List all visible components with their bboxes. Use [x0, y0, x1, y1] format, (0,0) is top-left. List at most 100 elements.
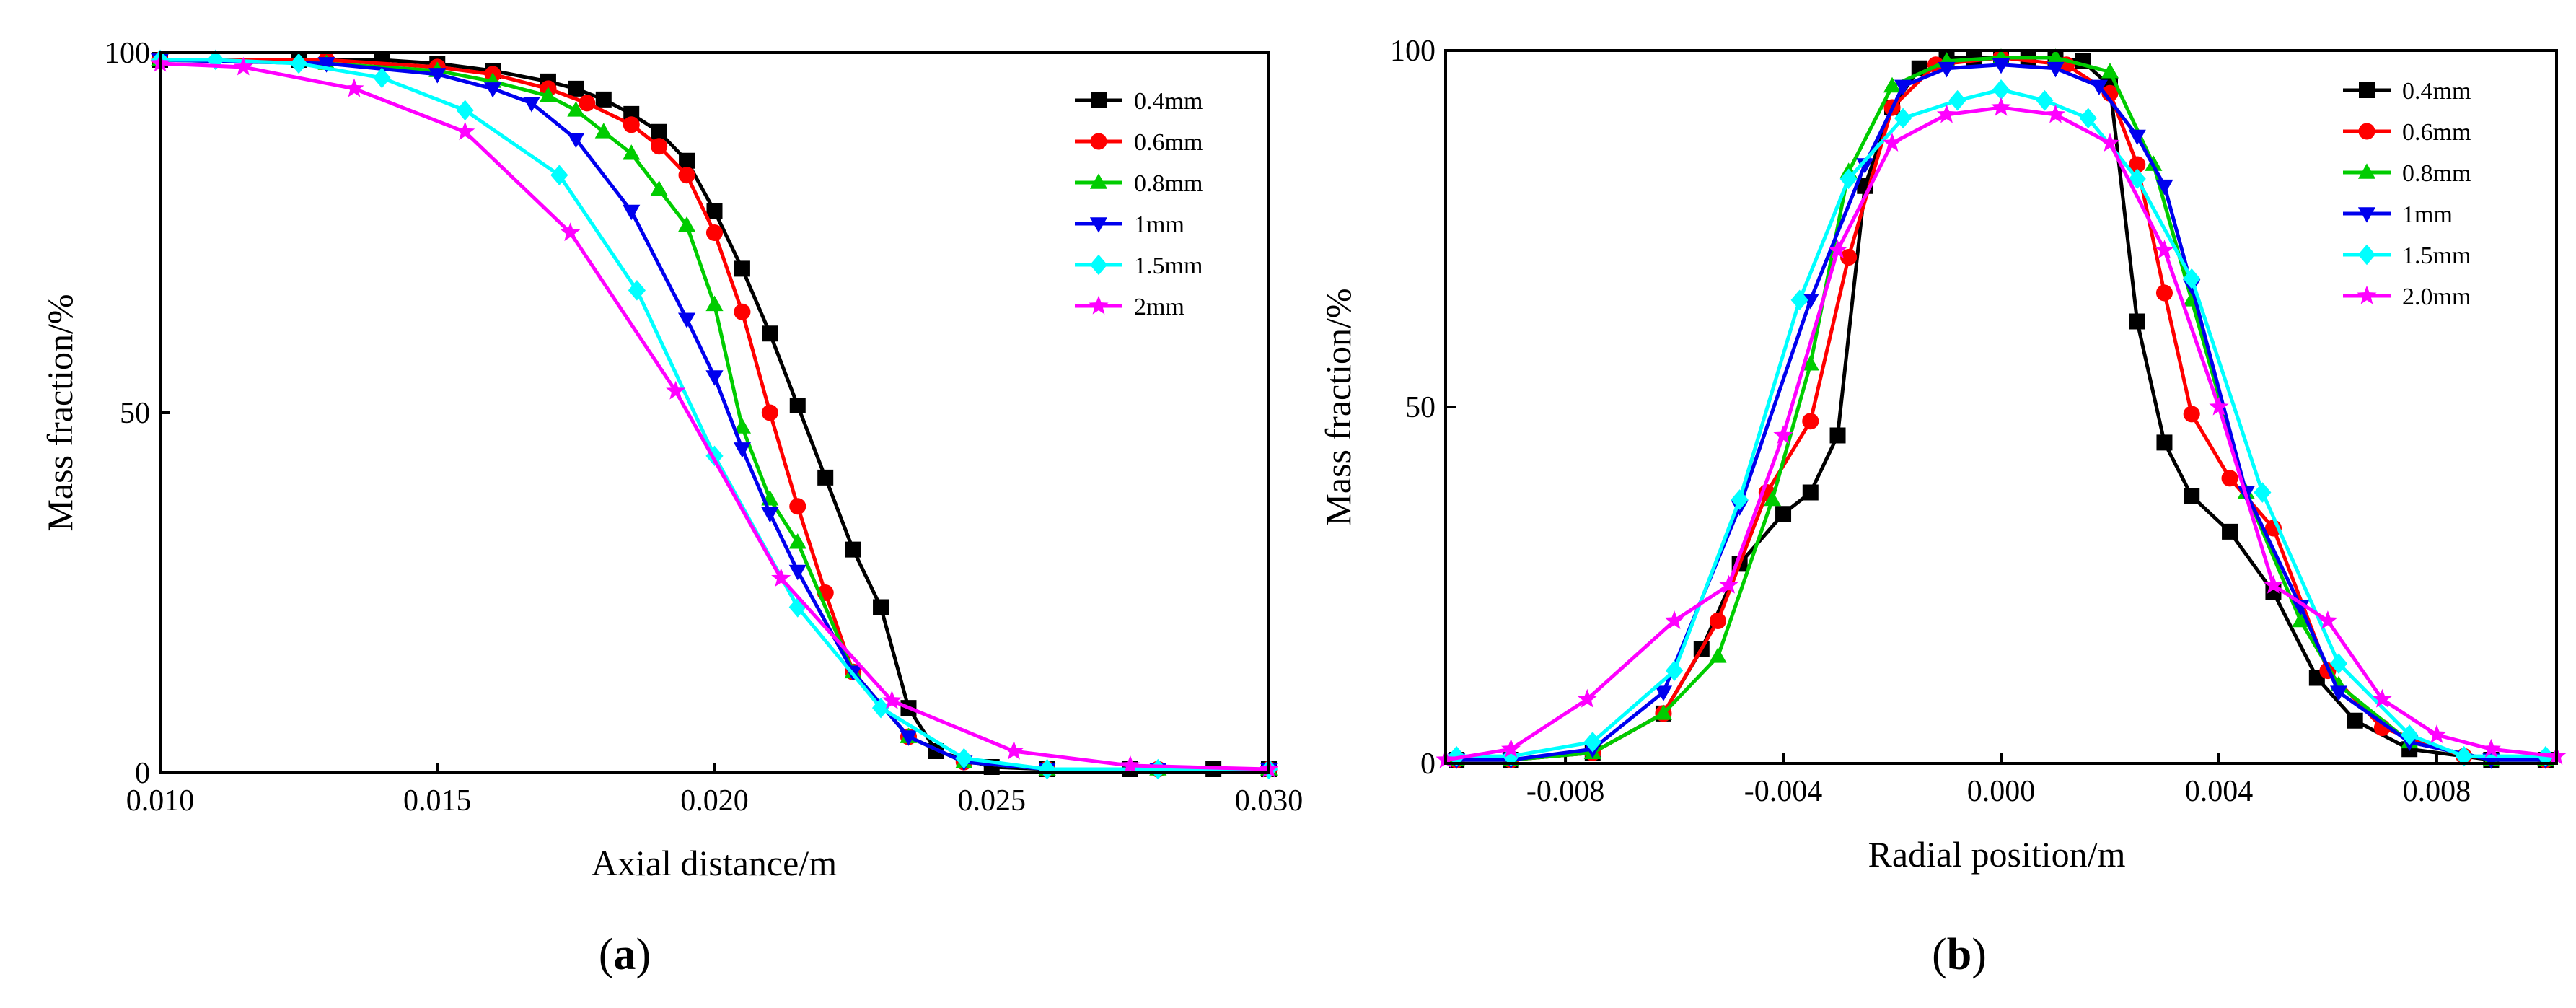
data-point-1-5mm — [2329, 653, 2348, 674]
data-point-1-5mm — [1790, 289, 1808, 311]
data-point-1mm — [761, 507, 779, 523]
legend-item-0-4mm: 0.4mm — [1075, 88, 1203, 115]
legend-item-0-6mm: 0.6mm — [1075, 129, 1203, 156]
data-point-2-0mm — [2209, 396, 2229, 416]
data-point-1-5mm — [206, 49, 224, 71]
data-point-1mm — [900, 730, 918, 746]
data-point-1mm — [1894, 79, 1912, 96]
data-point-0-8mm — [2047, 48, 2065, 64]
data-point-0-6mm — [789, 498, 806, 515]
legend-item-2-0mm: 2.0mm — [2343, 284, 2471, 310]
chart-panel-a: 0.010 0.015 0.020 0.025 0.030 0 50 100 Axial di… — [40, 37, 1303, 979]
data-point-1mm — [484, 82, 502, 98]
legend-label: 1.5mm — [1134, 253, 1203, 279]
data-point-1-5mm — [955, 748, 973, 769]
data-point-0-6mm — [1709, 612, 1727, 629]
data-point-0-8mm — [733, 418, 752, 434]
data-point-1mm — [1992, 58, 2010, 74]
data-point-0-8mm — [1883, 76, 1902, 93]
x-tick-label-b: -0.008 — [1526, 775, 1605, 808]
x-tick-label-b: 0.008 — [2403, 775, 2471, 808]
legend-item-0-4mm: 0.4mm — [2343, 78, 2471, 105]
series-line-0-8mm — [1456, 56, 2546, 762]
series-line-2mm — [159, 61, 1270, 771]
data-point-1-5mm — [871, 697, 890, 719]
data-point-0-6mm — [1802, 413, 1819, 430]
data-point-1-5mm — [1948, 89, 1966, 111]
legend-marker-0-6mm — [2358, 123, 2375, 140]
series-line-1mm — [1456, 63, 2546, 762]
data-point-0-6mm — [2183, 406, 2200, 423]
legend-marker-2mm — [1089, 295, 1109, 315]
legend-item-1mm: 1mm — [1075, 211, 1184, 238]
series-line-0-4mm — [1456, 56, 2546, 762]
data-point-0-8mm — [539, 87, 558, 102]
data-point-2-0mm — [2100, 133, 2120, 152]
data-point-2-0mm — [1501, 738, 1521, 758]
data-point-0-4mm — [706, 203, 723, 219]
data-point-2-0mm — [1577, 688, 1597, 708]
data-point-1-5mm — [550, 165, 568, 185]
data-point-1-5mm — [1583, 732, 1601, 753]
data-point-0-4mm — [595, 91, 612, 108]
data-point-2-0mm — [1664, 610, 1684, 629]
data-point-2mm — [882, 690, 902, 709]
data-point-1mm — [2128, 129, 2146, 146]
data-point-2mm — [1120, 755, 1140, 774]
y-tick-label-a: 50 — [120, 397, 150, 430]
data-point-1-5mm — [1149, 758, 1167, 780]
data-point-1-5mm — [2183, 268, 2201, 289]
data-point-1mm — [317, 57, 335, 73]
data-point-1-5mm — [1894, 108, 1912, 129]
data-point-2-0mm — [2045, 104, 2066, 123]
y-tick-label-a: 0 — [135, 757, 150, 790]
chart-panel-b: -0.008 -0.004 0.000 0.004 0.008 0 50 100 Radial… — [1318, 35, 2567, 979]
data-point-2-0mm — [1827, 240, 1848, 259]
data-point-1mm — [788, 564, 806, 581]
data-point-0-6mm — [579, 95, 596, 112]
data-point-2-0mm — [2263, 574, 2284, 594]
data-point-0-4mm — [2156, 434, 2173, 451]
legend-label: 0.6mm — [1134, 129, 1203, 156]
y-tick-label-b: 50 — [1405, 391, 1436, 424]
data-point-0-4mm — [2222, 523, 2238, 540]
legend-marker-0-8mm — [2357, 163, 2376, 179]
data-point-1-5mm — [1839, 168, 1858, 190]
data-point-0-4mm — [1802, 484, 1819, 501]
data-point-1-5mm — [1992, 79, 2010, 100]
data-point-0-4mm — [679, 152, 695, 169]
legend-label: 1.5mm — [2402, 242, 2471, 269]
series-line-0-6mm — [160, 58, 1269, 771]
data-point-2mm — [771, 568, 791, 587]
series-a-0-8mm — [151, 51, 1278, 776]
x-tick-label-b: 0.000 — [1967, 775, 2036, 808]
data-point-1mm — [1654, 685, 1673, 701]
legend-marker-2-0mm — [2357, 285, 2377, 304]
legend-item-1-5mm: 1.5mm — [1075, 253, 1203, 279]
panel-label-a: (a) — [599, 930, 651, 979]
plot-frame-a — [159, 51, 1270, 774]
series-line-1-5mm — [160, 58, 1269, 771]
data-point-0-6mm — [651, 138, 668, 155]
data-point-1-5mm — [628, 280, 646, 301]
data-point-0-4mm — [1775, 506, 1792, 522]
data-point-1mm — [733, 442, 752, 458]
data-point-0-6mm — [2155, 284, 2173, 302]
series-line-0-4mm — [160, 58, 1269, 771]
data-point-1-5mm — [1731, 489, 1749, 510]
series-b-1mm — [1447, 58, 2555, 769]
series-a-0-4mm — [152, 51, 1277, 778]
legend-marker-1-5mm — [2357, 244, 2376, 266]
data-point-0-6mm — [623, 116, 640, 133]
data-point-1mm — [2047, 61, 2065, 78]
series-b-0-6mm — [1448, 49, 2554, 768]
data-point-2-0mm — [2318, 610, 2338, 629]
x-tick-label-a: 0.025 — [958, 784, 1027, 818]
data-point-0-4mm — [2184, 488, 2200, 504]
data-point-1-5mm — [2254, 482, 2272, 503]
data-point-2-0mm — [2154, 240, 2175, 259]
x-tick-label-a: 0.030 — [1235, 784, 1304, 818]
data-point-1-5mm — [2079, 108, 2097, 129]
data-point-0-4mm — [1829, 427, 1846, 444]
